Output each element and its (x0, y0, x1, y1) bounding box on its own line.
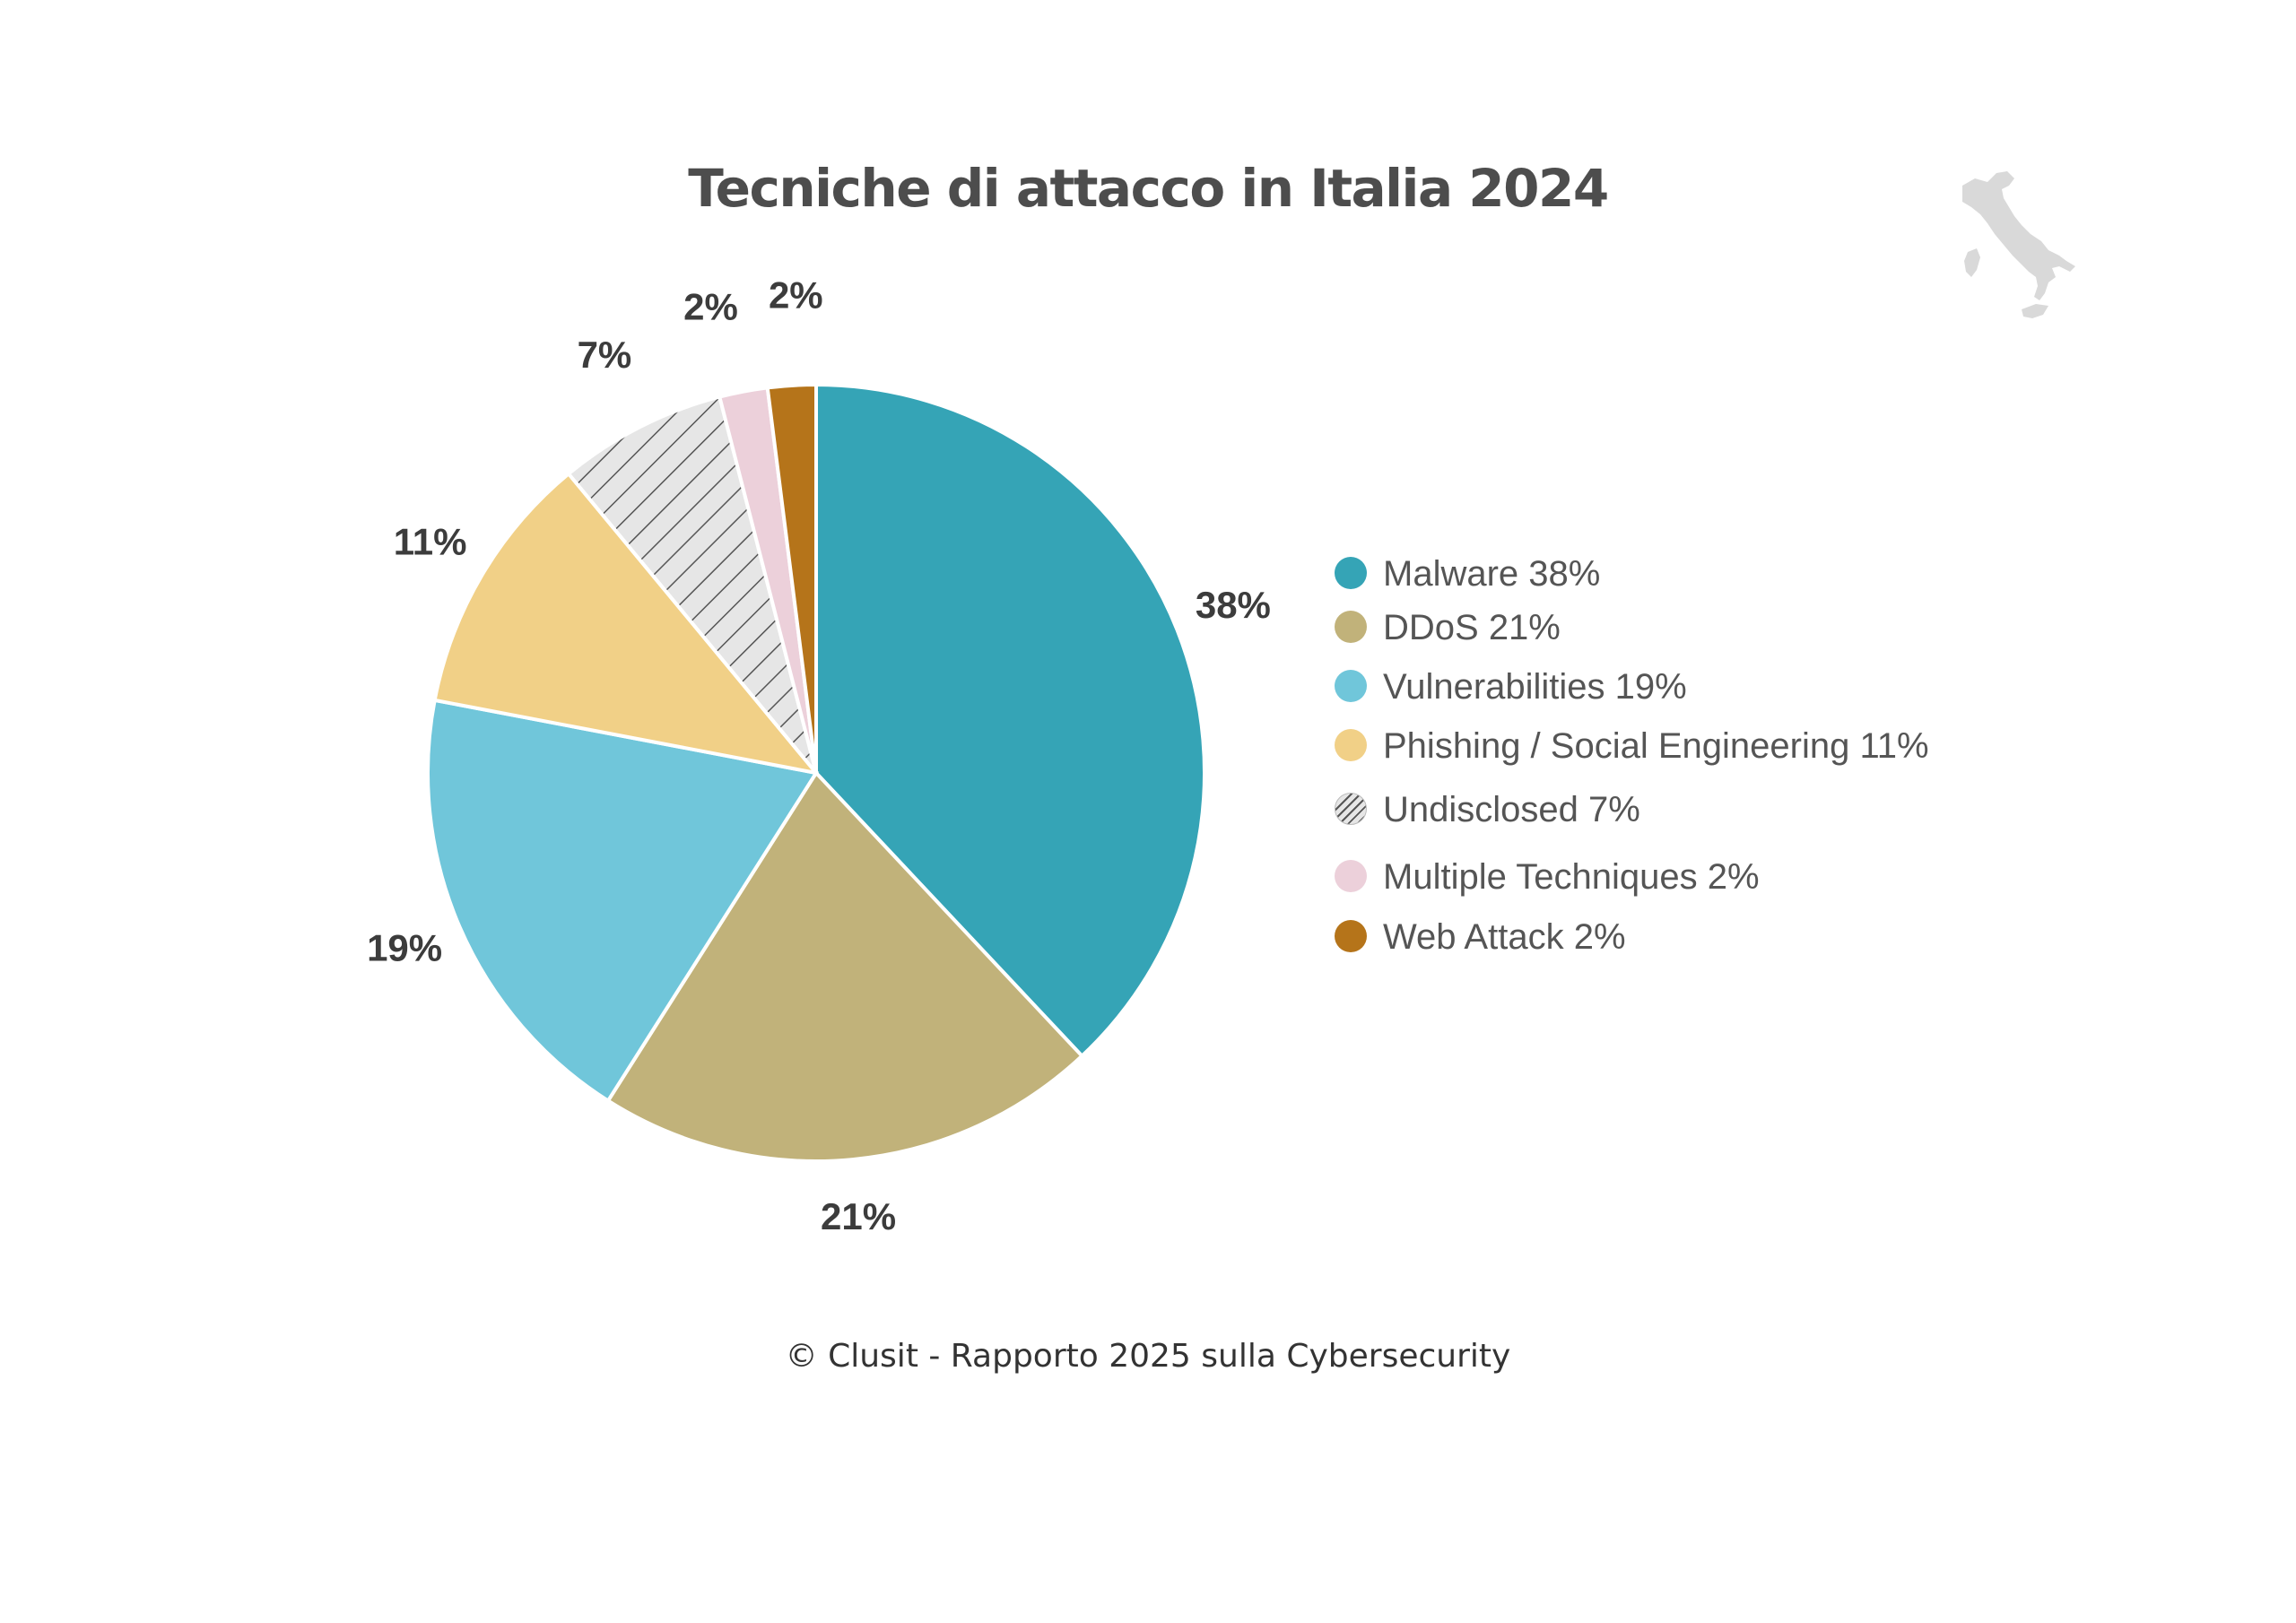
slice-label-1: 21% (821, 1195, 896, 1237)
legend-label-0: Malware 38% (1383, 554, 1601, 594)
legend-swatch-3 (1335, 729, 1367, 761)
legend-label-1: DDoS 21% (1383, 608, 1561, 647)
slice-label-5: 2% (683, 285, 738, 327)
pie-slice-4 (566, 395, 818, 775)
pie-slice-2 (426, 698, 820, 1104)
pie-slices (426, 382, 1206, 1163)
legend-label-5: Multiple Techniques 2% (1383, 857, 1760, 897)
legend-label-6: Web Attack 2% (1383, 917, 1626, 957)
legend-swatch-6 (1335, 920, 1367, 952)
legend-swatch-1 (1335, 611, 1367, 643)
legend-swatch-2 (1335, 670, 1367, 702)
slice-label-0: 38% (1196, 584, 1271, 626)
legend-label-3: Phishing / Social Engineering 11% (1383, 726, 1929, 766)
slice-label-3: 11% (394, 521, 467, 563)
legend-label-2: Vulnerabilities 19% (1383, 667, 1687, 707)
pie-labels: 38% 21% 19% 11% 7% 2% 2% (367, 274, 1271, 1237)
slice-label-6: 2% (769, 274, 823, 317)
legend-swatch-0 (1335, 557, 1367, 589)
slice-label-4: 7% (578, 334, 632, 376)
pie-slice-0 (814, 382, 1206, 1059)
pie-slice-6 (765, 382, 818, 774)
italy-map-icon (1962, 171, 2075, 318)
chart-title: Tecniche di attacco in Italia 2024 (688, 158, 1609, 219)
slice-label-2: 19% (367, 927, 442, 969)
legend-swatch-5 (1335, 860, 1367, 892)
pie-slice-1 (605, 769, 1085, 1163)
legend-swatch-4 (1335, 793, 1367, 825)
footer-credit: © Clusit - Rapporto 2025 sulla Cybersecu… (785, 1338, 1511, 1375)
pie-slice-3 (432, 471, 822, 777)
legend-label-4: Undisclosed 7% (1383, 790, 1640, 829)
